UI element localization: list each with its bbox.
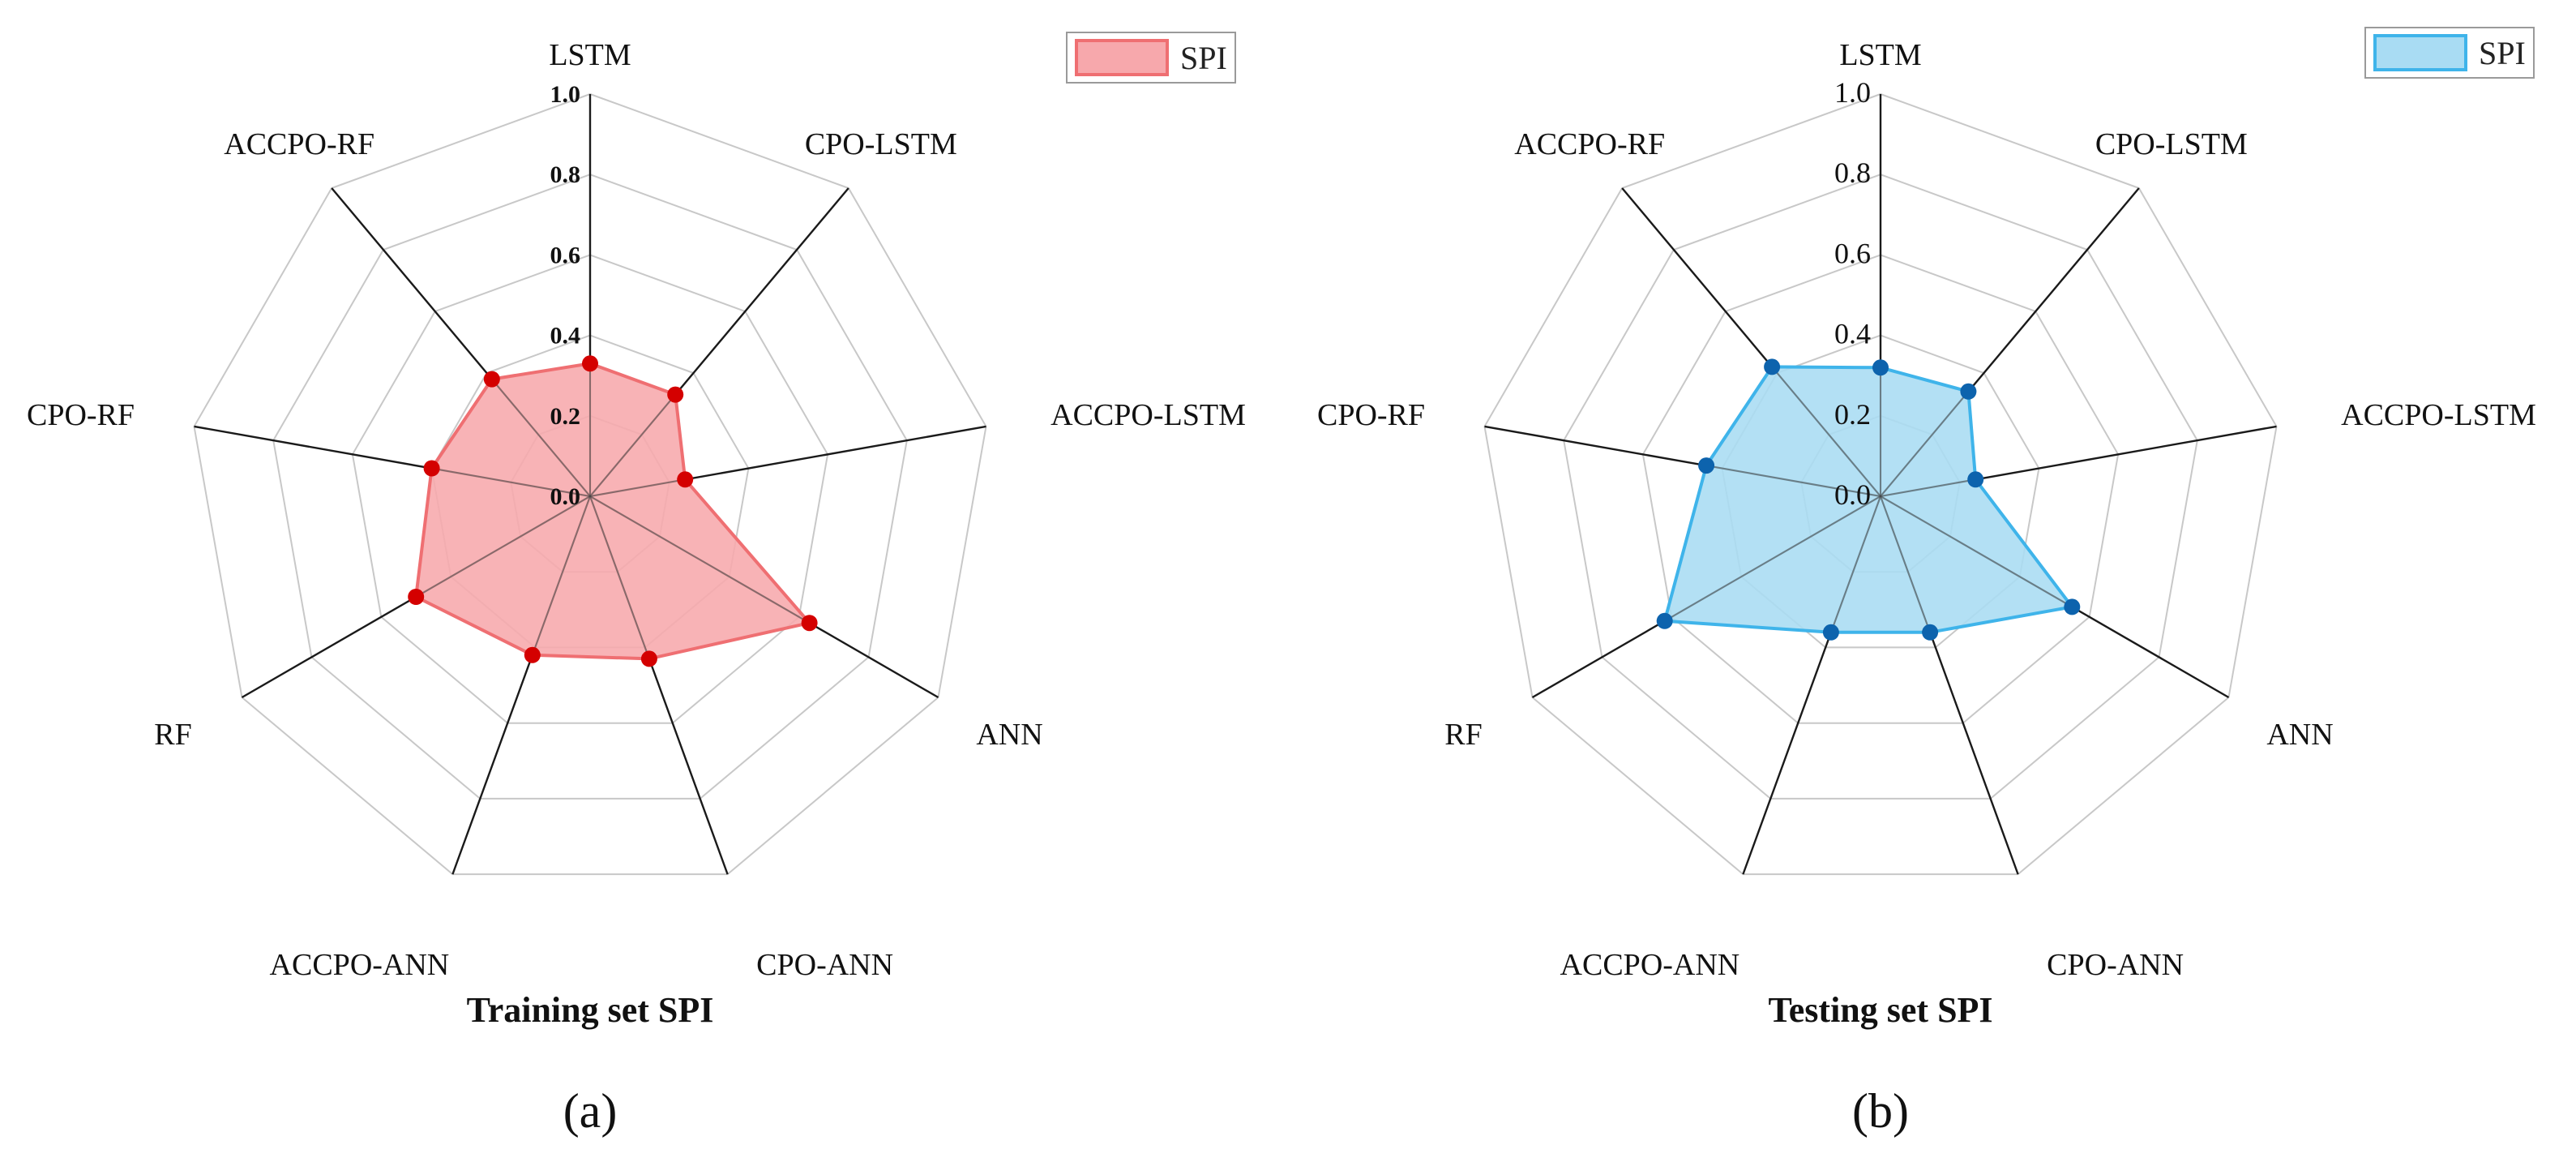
category-label-accpo-ann: ACCPO-ANN — [270, 948, 450, 982]
spoke-overlay-cpo-lstm — [589, 393, 676, 497]
category-label-cpo-ann: CPO-ANN — [756, 948, 893, 982]
category-label-lstm: LSTM — [549, 38, 631, 72]
grid-ring-3 — [1641, 254, 2120, 724]
radial-tick-label: 0.6 — [1834, 237, 1871, 269]
grid-ring-4 — [1563, 174, 2198, 800]
chart-title-testing: Testing set SPI — [1768, 990, 1992, 1030]
data-point-cpo-lstm — [1960, 383, 1977, 400]
legend-swatch — [2373, 34, 2467, 71]
category-labels-testing: LSTM CPO-LSTM ACCPO-LSTM ANN CPO-ANN ACCPO-AN… — [1317, 38, 2536, 982]
data-point-rf — [408, 589, 425, 605]
spoke-overlay-ann — [1880, 495, 2073, 608]
category-label-rf: RF — [1444, 718, 1482, 752]
radial-tick-label: 0.8 — [550, 161, 581, 188]
grid-ring-3 — [351, 254, 829, 724]
category-label-accpo-lstm: ACCPO-LSTM — [1051, 398, 1246, 432]
data-point-cpo-rf — [1698, 457, 1715, 474]
radial-tick-label: 1.0 — [1834, 76, 1871, 109]
data-point-cpo-lstm — [667, 386, 684, 403]
spoke-overlay-cpo-rf — [1705, 465, 1881, 497]
data-point-accpo-ann — [524, 646, 541, 663]
spoke-overlay-rf — [1664, 495, 1881, 622]
spoke-overlay-accpo-rf — [491, 378, 591, 497]
legend-swatch — [1075, 39, 1169, 76]
radar-panel-testing: 0.0 0.2 0.4 0.6 0.8 1.0 LSTM CPO-LSTM ACCPO-LST… — [1317, 27, 2536, 1138]
category-label-cpo-rf: CPO-RF — [1317, 398, 1425, 432]
data-point-ann — [2064, 598, 2081, 615]
radial-tick-labels-training: 0.0 0.2 0.4 0.6 0.8 1.0 — [550, 81, 581, 510]
category-label-accpo-rf: ACCPO-RF — [1514, 127, 1665, 161]
category-label-accpo-lstm: ACCPO-LSTM — [2341, 398, 2536, 432]
grid-ring-5 — [1483, 92, 2278, 876]
legend-label: SPI — [1180, 40, 1227, 76]
legend-testing: SPI — [2364, 27, 2535, 79]
category-label-cpo-lstm: CPO-LSTM — [2095, 127, 2248, 161]
data-point-cpo-ann — [1922, 624, 1939, 641]
spoke-overlay-cpo-ann — [589, 495, 650, 659]
radar-series-testing — [1656, 358, 2081, 641]
data-point-accpo-ann — [1822, 624, 1839, 641]
category-label-accpo-rf: ACCPO-RF — [224, 127, 374, 161]
radar-series-training — [408, 355, 818, 667]
data-point-cpo-rf — [423, 460, 440, 477]
spoke-overlay-accpo-lstm — [1880, 478, 1976, 497]
panel-label-b: (b) — [1852, 1084, 1909, 1138]
data-point-rf — [1656, 612, 1673, 629]
radial-tick-label: 1.0 — [550, 81, 581, 108]
radial-tick-label: 0.4 — [550, 323, 581, 349]
category-label-lstm: LSTM — [1839, 38, 1921, 72]
radial-tick-label: 0.0 — [1834, 478, 1871, 511]
spoke-overlay-accpo-ann — [1829, 495, 1881, 633]
category-label-cpo-rf: CPO-RF — [27, 398, 135, 432]
spoke-overlay-cpo-lstm — [1880, 391, 1970, 497]
series-area-spi — [414, 362, 813, 661]
spoke-overlay-accpo-rf — [1771, 366, 1881, 497]
radial-tick-labels-testing: 0.0 0.2 0.4 0.6 0.8 1.0 — [1834, 76, 1871, 511]
grid-ring-5 — [193, 92, 987, 876]
radial-tick-label: 0.6 — [550, 242, 581, 268]
category-labels-training: LSTM CPO-LSTM ACCPO-LSTM ANN CPO-ANN ACCPO-AN… — [27, 38, 1246, 982]
data-point-accpo-lstm — [677, 471, 694, 488]
category-label-cpo-lstm: CPO-LSTM — [805, 127, 957, 161]
data-point-ann — [801, 615, 818, 632]
data-point-lstm — [582, 355, 598, 372]
radial-tick-label: 0.2 — [550, 403, 581, 430]
category-label-ann: ANN — [976, 718, 1042, 752]
data-point-accpo-rf — [1764, 358, 1781, 375]
radial-tick-label: 0.0 — [550, 483, 581, 510]
radar-panel-training: 0.0 0.2 0.4 0.6 0.8 1.0 LSTM CPO-LSTM ACCPO-LST… — [27, 32, 1246, 1138]
radar-grid-training — [193, 92, 987, 876]
legend-training: SPI — [1066, 32, 1236, 84]
data-point-accpo-rf — [483, 371, 500, 388]
series-area-spi — [1662, 365, 2075, 634]
grid-ring-4 — [272, 174, 908, 800]
category-label-accpo-ann: ACCPO-ANN — [1560, 948, 1740, 982]
data-point-lstm — [1872, 359, 1889, 376]
chart-title-training: Training set SPI — [467, 990, 714, 1030]
radial-tick-label: 0.2 — [1834, 398, 1871, 431]
radial-tick-label: 0.8 — [1834, 157, 1871, 189]
spoke-overlay-accpo-ann — [531, 495, 591, 656]
data-point-accpo-lstm — [1967, 471, 1984, 488]
category-label-rf: RF — [154, 718, 191, 752]
spoke-overlay-cpo-rf — [431, 467, 591, 497]
legend-label: SPI — [2479, 35, 2526, 71]
category-label-ann: ANN — [2266, 718, 2333, 752]
spoke-overlay-rf — [415, 495, 591, 598]
spoke-overlay-cpo-ann — [1880, 495, 1932, 633]
panel-label-a: (a) — [563, 1084, 618, 1138]
spoke-overlay-ann — [589, 495, 811, 624]
spoke-overlay-accpo-lstm — [589, 478, 686, 497]
category-label-cpo-ann: CPO-ANN — [2047, 948, 2184, 982]
data-point-cpo-ann — [640, 650, 657, 667]
radial-tick-label: 0.4 — [1834, 318, 1871, 350]
